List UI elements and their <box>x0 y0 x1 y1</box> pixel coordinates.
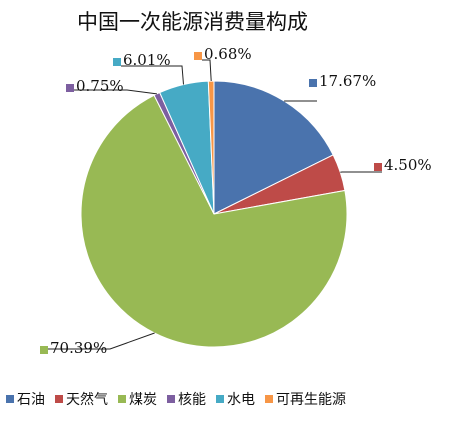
data-label-marker-5 <box>113 58 121 66</box>
legend-swatch <box>118 395 126 403</box>
legend-swatch <box>167 395 175 403</box>
pie-slice-6 <box>207 80 215 215</box>
legend-label: 核能 <box>178 392 206 408</box>
legend-label: 天然气 <box>66 392 108 408</box>
data-label-1: 17.67% <box>319 72 376 90</box>
legend-label: 水电 <box>227 392 255 408</box>
legend-item-6: 可再生能源 <box>265 389 346 409</box>
leader-line-3 <box>48 332 155 350</box>
data-label-marker-6 <box>194 52 202 60</box>
data-label-3: 70.39% <box>50 339 107 357</box>
legend-item-5: 水电 <box>216 389 255 409</box>
pie-slice-3 <box>80 94 348 348</box>
data-label-4: 0.75% <box>76 77 124 95</box>
chart-title: 中国一次能源消费量构成 <box>77 10 308 34</box>
leader-line-4 <box>74 89 157 95</box>
data-label-marker-4 <box>66 84 74 92</box>
legend-item-4: 核能 <box>167 389 206 409</box>
data-label-2: 4.50% <box>384 156 432 174</box>
legend-item-3: 煤炭 <box>118 389 157 409</box>
data-label-marker-3 <box>40 346 48 354</box>
legend-swatch <box>6 395 14 403</box>
legend-label: 石油 <box>17 392 45 408</box>
leader-line-6 <box>202 59 212 82</box>
legend-swatch <box>265 395 273 403</box>
legend-item-1: 石油 <box>6 389 45 409</box>
data-label-5: 6.01% <box>123 51 171 69</box>
legend-item-2: 天然气 <box>55 389 108 409</box>
legend-swatch <box>55 395 63 403</box>
data-label-marker-1 <box>309 79 317 87</box>
legend-label: 煤炭 <box>129 392 157 408</box>
data-label-marker-2 <box>374 163 382 171</box>
legend-swatch <box>216 395 224 403</box>
data-label-6: 0.68% <box>204 45 252 63</box>
pie-slice-1 <box>213 80 334 215</box>
legend-label: 可再生能源 <box>276 392 346 408</box>
chart-legend: 石油 天然气 煤炭 核能 水电 可再生能源 <box>6 389 356 409</box>
leader-line-5 <box>121 65 184 85</box>
